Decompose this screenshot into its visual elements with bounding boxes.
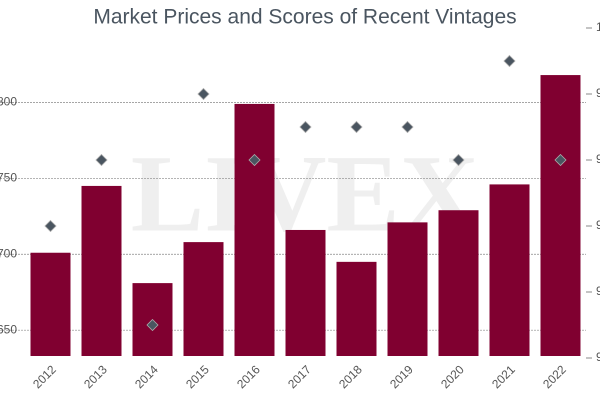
- score-marker: [350, 120, 363, 134]
- x-tick-label: 2014: [132, 362, 161, 391]
- bar: [540, 75, 581, 357]
- x-tick-label: 2022: [540, 362, 569, 391]
- bar: [489, 184, 530, 356]
- x-tick-label: 2017: [285, 362, 314, 391]
- score-marker: [503, 54, 516, 68]
- bar: [285, 229, 326, 356]
- y-tick-label: 800: [0, 95, 17, 109]
- x-tick-label: 2019: [387, 362, 416, 391]
- y2-tick-label: 99: [596, 86, 600, 100]
- score-marker: [197, 87, 210, 101]
- y-tick-label: 700: [0, 246, 17, 260]
- y2-tick-label: 96: [596, 284, 600, 298]
- score-marker: [554, 153, 567, 167]
- score-marker: [95, 153, 108, 167]
- score-marker: [44, 219, 57, 233]
- score-marker: [452, 153, 465, 167]
- bar: [387, 222, 428, 356]
- chart-title: Market Prices and Scores of Recent Vinta…: [93, 6, 516, 29]
- bar: [336, 261, 377, 356]
- x-tick-label: 2015: [183, 362, 212, 391]
- y-tick-label: 750: [0, 171, 17, 185]
- y2-tick-label: 95: [596, 350, 600, 364]
- y2-tick-label: 97: [596, 218, 600, 232]
- score-marker: [146, 318, 159, 332]
- x-tick-label: 2016: [234, 362, 263, 391]
- x-tick-label: 2021: [489, 362, 518, 391]
- score-marker: [401, 120, 414, 134]
- x-tick-label: 2020: [438, 362, 467, 391]
- bar: [438, 210, 479, 356]
- x-tick-label: 2018: [336, 362, 365, 391]
- y2-tick-label: 100: [596, 20, 600, 34]
- score-marker: [299, 120, 312, 134]
- x-tick-label: 2012: [30, 362, 59, 391]
- x-tick-label: 2013: [81, 362, 110, 391]
- y-tick-label: 650: [0, 322, 17, 336]
- score-marker: [248, 153, 261, 167]
- bar: [81, 185, 122, 356]
- bar: [234, 103, 275, 356]
- bar: [183, 242, 224, 356]
- y2-tick-label: 98: [596, 152, 600, 166]
- bar: [30, 252, 71, 356]
